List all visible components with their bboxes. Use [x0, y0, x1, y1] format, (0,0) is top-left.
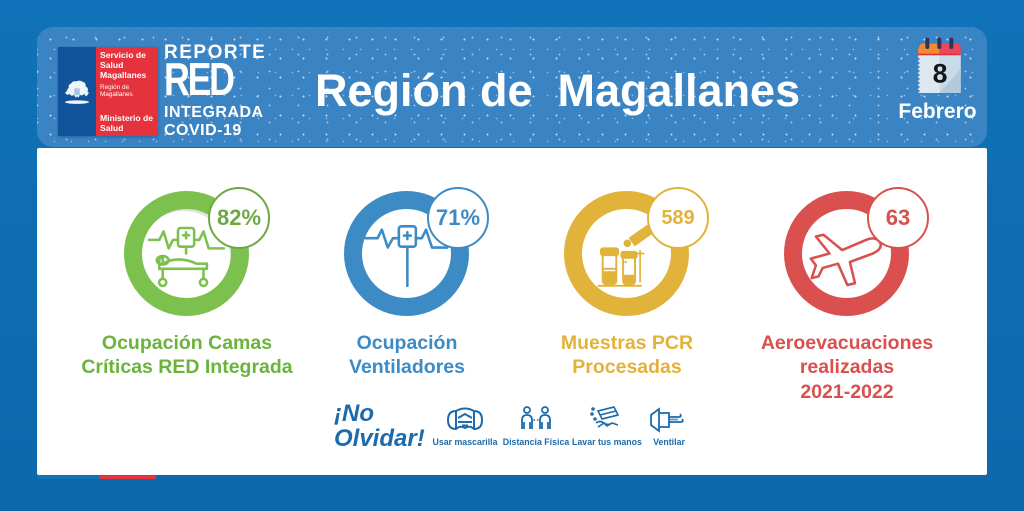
svg-text:8: 8 [932, 58, 947, 88]
